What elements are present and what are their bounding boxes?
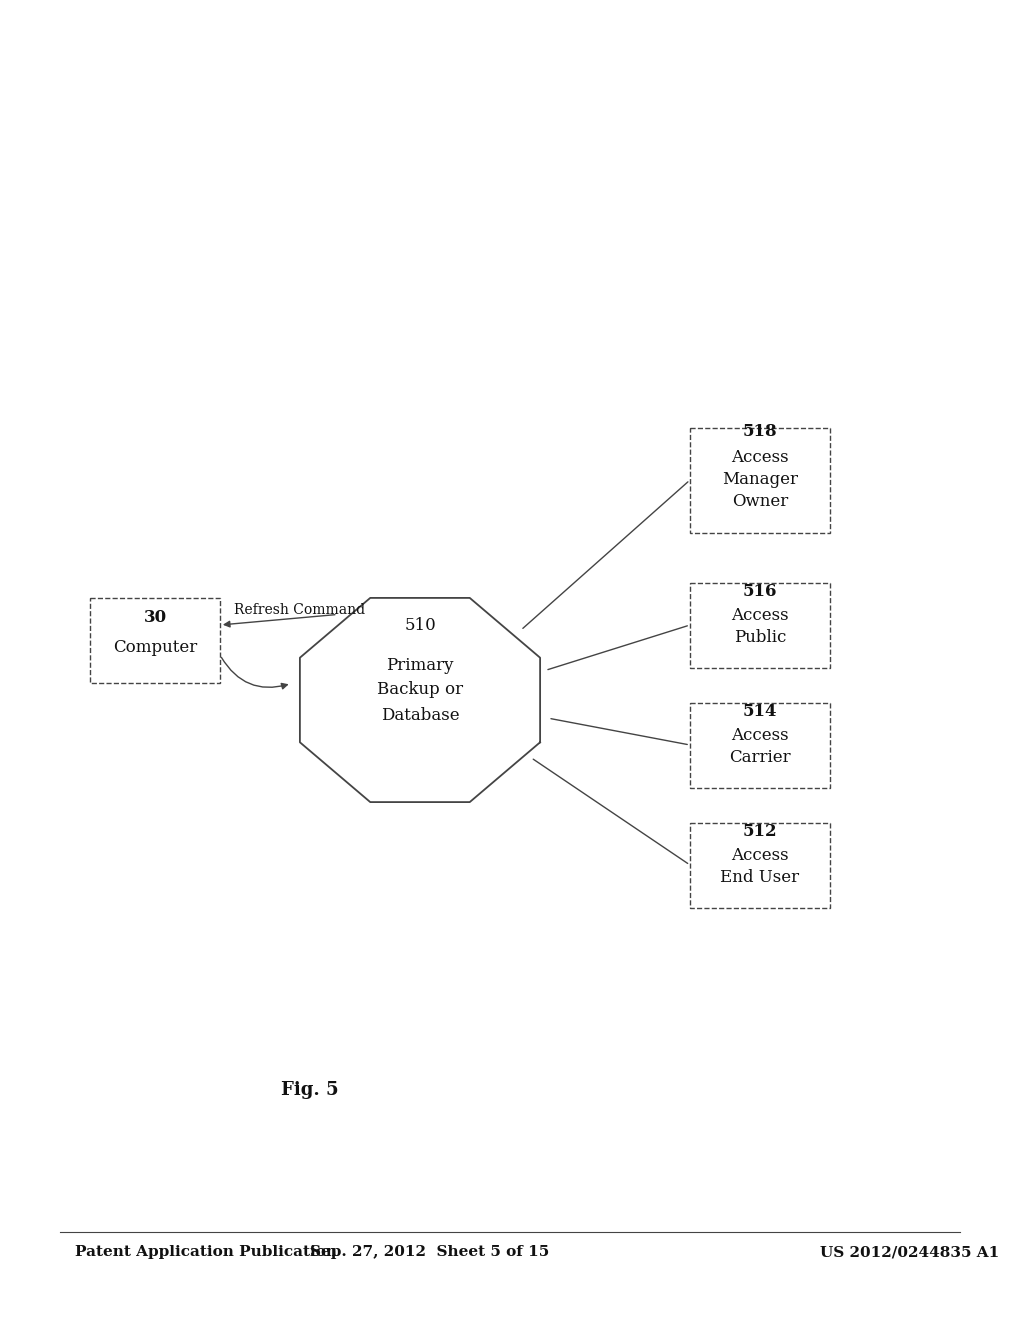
Text: End User: End User [721,869,800,886]
Text: Access: Access [731,450,788,466]
Text: Carrier: Carrier [729,748,791,766]
Text: Primary: Primary [386,656,454,673]
Text: 518: 518 [742,424,777,441]
FancyBboxPatch shape [690,582,830,668]
Text: Manager: Manager [722,471,798,488]
FancyBboxPatch shape [690,428,830,532]
Text: 30: 30 [143,610,167,627]
Text: Fig. 5: Fig. 5 [282,1081,339,1100]
Text: Sep. 27, 2012  Sheet 5 of 15: Sep. 27, 2012 Sheet 5 of 15 [310,1245,550,1259]
FancyArrowPatch shape [224,615,335,627]
FancyBboxPatch shape [690,702,830,788]
FancyBboxPatch shape [690,822,830,908]
Text: Access: Access [731,726,788,743]
Text: Access: Access [731,846,788,863]
Text: Backup or: Backup or [377,681,463,698]
Text: Patent Application Publication: Patent Application Publication [75,1245,337,1259]
Text: 514: 514 [742,702,777,719]
FancyBboxPatch shape [90,598,220,682]
Text: 516: 516 [742,582,777,599]
Text: Owner: Owner [732,494,788,511]
Text: Computer: Computer [113,639,198,656]
Text: Access: Access [731,606,788,623]
Text: US 2012/0244835 A1: US 2012/0244835 A1 [820,1245,999,1259]
Text: Public: Public [734,628,786,645]
Text: Refresh Command: Refresh Command [234,603,366,616]
Text: 512: 512 [742,822,777,840]
Text: Database: Database [381,706,460,723]
FancyArrowPatch shape [221,657,288,689]
Text: 510: 510 [404,616,436,634]
